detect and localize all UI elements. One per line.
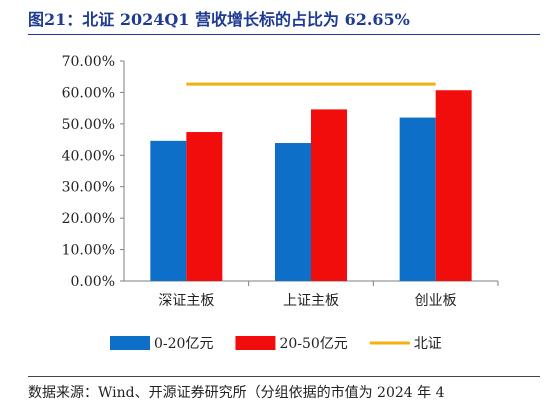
x-tick-labels: 深证主板 上证主板 创业板 [158, 293, 456, 309]
y-tick-label: 50.00% [62, 117, 115, 133]
x-tick-label: 深证主板 [158, 293, 214, 309]
figure-title: 图21：北证 2024Q1 营收增长标的占比为 62.65% [28, 10, 410, 29]
bar-chart: 0.00% 10.00% 20.00% 30.00% 40.00% 50.00% 60.00… [62, 54, 499, 352]
y-tick-label: 60.00% [62, 85, 115, 101]
bar-series [150, 90, 472, 282]
legend-label: 0-20亿元 [154, 336, 213, 352]
y-tick-label: 20.00% [62, 211, 115, 227]
y-tick-labels: 0.00% 10.00% 20.00% 30.00% 40.00% 50.00% 60.00… [62, 54, 115, 290]
y-tick-label: 40.00% [62, 148, 115, 164]
legend-label: 20-50亿元 [279, 336, 347, 352]
bar [150, 140, 187, 281]
bar [311, 109, 347, 282]
legend-swatch [110, 336, 150, 350]
source-divider [28, 376, 540, 377]
y-tick-label: 0.00% [71, 274, 115, 290]
chart-legend: 0-20亿元 20-50亿元 北证 [110, 336, 442, 352]
bar [186, 132, 223, 281]
bar [399, 117, 436, 281]
legend-label: 北证 [414, 336, 442, 352]
bar [435, 90, 472, 281]
bar [275, 143, 311, 281]
x-tick-label: 创业板 [415, 293, 457, 309]
legend-swatch [235, 336, 276, 350]
y-tick-label: 10.00% [62, 243, 115, 259]
y-tick-label: 30.00% [62, 180, 115, 196]
source-note: 数据来源：Wind、开源证券研究所（分组依据的市值为 2024 年 4 [28, 385, 445, 401]
x-tick-label: 上证主板 [283, 293, 339, 309]
title-divider [28, 34, 540, 35]
y-tick-label: 70.00% [62, 54, 115, 70]
